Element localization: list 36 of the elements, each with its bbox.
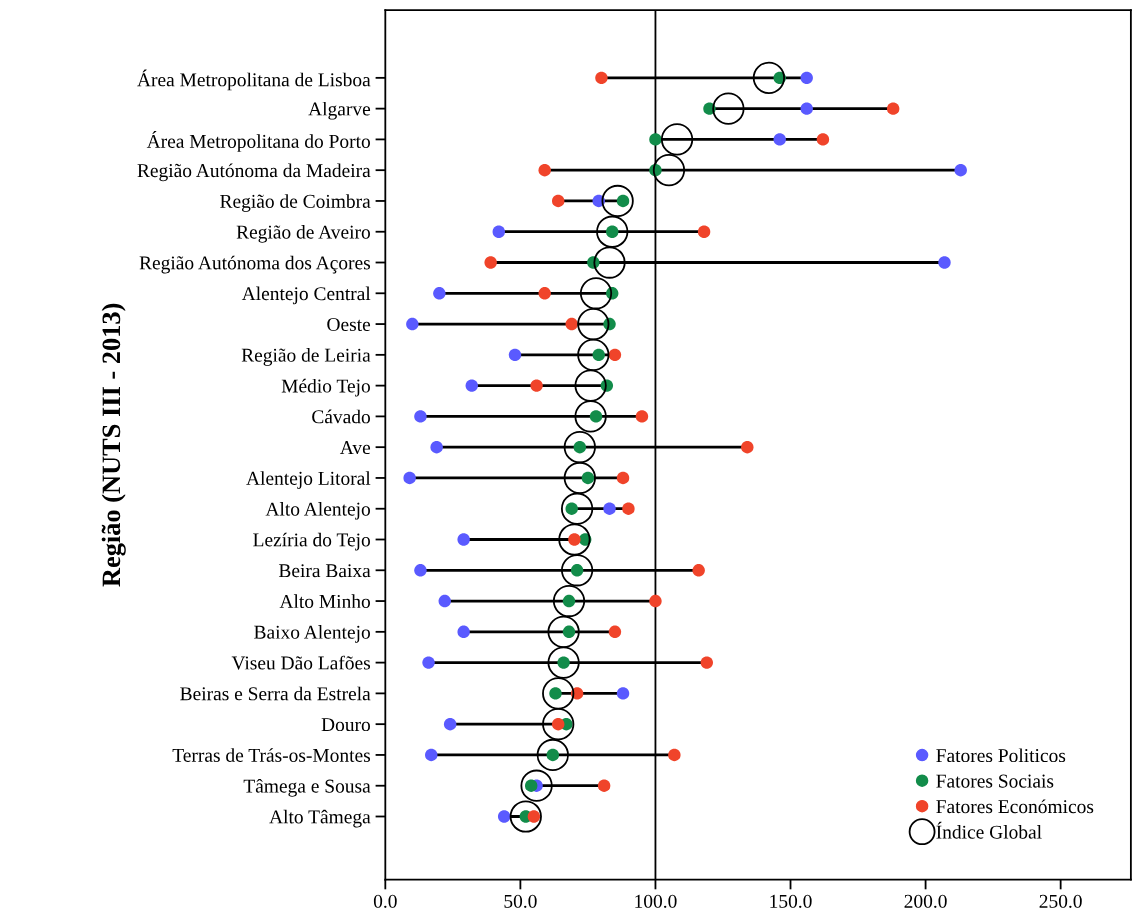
y-tick-label: Lezíria do Tejo: [253, 532, 370, 551]
y-tick-label: Alto Alentejo: [265, 501, 370, 520]
y-tick-label: Alto Tâmega: [269, 809, 371, 828]
y-tick-label: Alto Minho: [279, 594, 370, 608]
legend-label: Fatores Sociais: [936, 774, 1054, 788]
y-tick-label: Região de Coimbra: [220, 194, 371, 212]
y-tick-label: Beiras e Serra da Estrela: [180, 686, 371, 701]
y-tick-label: Beira Baixa: [278, 564, 371, 578]
y-tick-label: Alentejo Central: [241, 286, 371, 305]
y-tick-label: Oeste: [327, 317, 371, 331]
y-tick-label: Região Autónoma da Madeira: [137, 163, 371, 182]
y-tick-label: Ave: [339, 441, 371, 455]
x-tick-label: 250.0: [1039, 894, 1082, 908]
x-tick-label: 200.0: [904, 894, 947, 908]
y-tick-label: Região de Aveiro: [236, 224, 370, 243]
legend-label: Fatores Económicos: [936, 799, 1094, 814]
y-tick-label: Médio Tejo: [281, 378, 370, 397]
y-tick-label: Região Autónoma dos Açores: [139, 255, 371, 274]
x-tick-label: 50.0: [504, 894, 537, 908]
y-tick-label: Tâmega e Sousa: [243, 778, 371, 797]
y-tick-label: Cávado: [312, 409, 370, 424]
legend-label: Fatores Politicos: [936, 748, 1066, 763]
y-tick-label: Alentejo Litoral: [246, 471, 371, 489]
y-tick-label: Terras de Trás-os-Montes: [172, 748, 371, 762]
y-tick-label: Área Metropolitana do Porto: [146, 131, 370, 152]
y-tick-label: Área Metropolitana de Lisboa: [137, 69, 371, 91]
legend-label: Índice Global: [936, 821, 1042, 839]
y-tick-label: Viseu Dão Lafões: [231, 655, 371, 670]
y-tick-label: Baixo Alentejo: [254, 625, 370, 643]
y-tick-label: Região de Leiria: [241, 348, 371, 366]
y-tick-label: Douro: [321, 718, 370, 732]
x-tick-label: 100.0: [635, 894, 677, 908]
x-tick-label: 0.0: [373, 894, 397, 908]
y-axis-title: Região (NUTS III - 2013): [101, 303, 126, 587]
x-tick-label: 150.0: [770, 894, 812, 908]
y-tick-label: Algarve: [308, 101, 371, 120]
